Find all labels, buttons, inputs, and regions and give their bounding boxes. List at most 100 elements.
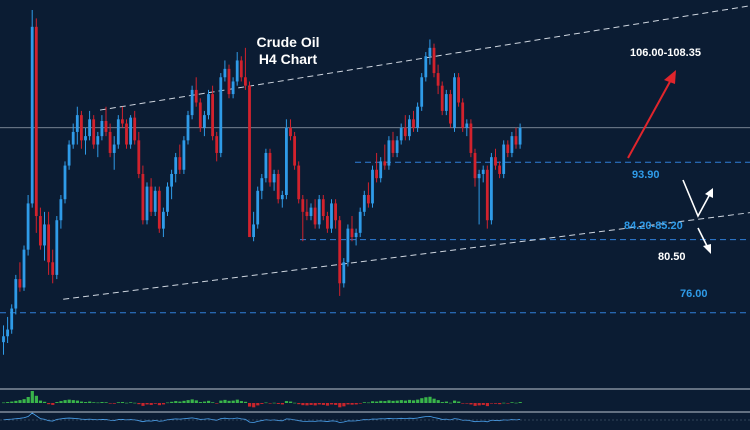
candle-body bbox=[444, 94, 448, 111]
osc-histogram-bar bbox=[75, 400, 79, 403]
osc-histogram-bar bbox=[461, 403, 465, 404]
osc-histogram-bar bbox=[63, 400, 67, 403]
candle-body bbox=[432, 47, 436, 74]
osc-histogram-bar bbox=[264, 402, 268, 404]
candle-body bbox=[96, 136, 100, 145]
osc-histogram-bar bbox=[22, 399, 26, 403]
chart-title-line2: H4 Chart bbox=[259, 51, 318, 67]
osc-histogram-bar bbox=[186, 400, 190, 403]
trend-channel bbox=[63, 5, 750, 300]
osc-histogram-bar bbox=[375, 401, 379, 403]
osc-histogram-bar bbox=[485, 403, 489, 407]
candle-body bbox=[498, 165, 501, 174]
osc-histogram-bar bbox=[448, 402, 453, 404]
candle-body bbox=[116, 119, 120, 145]
osc-histogram-bar bbox=[481, 403, 485, 405]
osc-histogram-bar bbox=[289, 401, 293, 403]
level-labels: 106.00-108.35 93.90 84.20-85.20 80.50 76.00 bbox=[624, 47, 708, 300]
candle-body bbox=[280, 195, 284, 200]
osc-histogram-bar bbox=[120, 402, 125, 403]
candle-body bbox=[55, 220, 59, 275]
candle-body bbox=[403, 127, 407, 137]
candle-body bbox=[449, 94, 452, 124]
osc-histogram-bar bbox=[313, 403, 317, 406]
candlestick-series bbox=[2, 10, 522, 355]
osc-histogram-bar bbox=[55, 402, 59, 403]
candle-body bbox=[252, 224, 255, 238]
osc-histogram-bar bbox=[494, 403, 498, 404]
osc-histogram-bar bbox=[444, 401, 448, 403]
osc-histogram-bar bbox=[366, 402, 371, 404]
level-label-2: 84.20-85.20 bbox=[624, 220, 683, 232]
osc-histogram-bar bbox=[432, 398, 436, 403]
candle-body bbox=[174, 157, 178, 174]
osc-histogram-bar bbox=[84, 402, 88, 403]
osc-histogram-bar bbox=[424, 397, 428, 403]
candle-body bbox=[424, 56, 428, 78]
candle-body bbox=[490, 157, 493, 221]
candle-body bbox=[272, 173, 276, 183]
candle-body bbox=[371, 169, 374, 204]
osc-histogram-bar bbox=[350, 403, 354, 405]
osc-histogram-bar bbox=[198, 402, 202, 403]
osc-histogram-bar bbox=[440, 402, 444, 403]
candle-body bbox=[18, 279, 22, 288]
candle-body bbox=[391, 140, 395, 153]
osc-histogram-bar bbox=[14, 400, 18, 403]
candle-body bbox=[43, 224, 46, 246]
osc-histogram-bar bbox=[371, 401, 375, 403]
osc-histogram-bar bbox=[2, 402, 6, 404]
candle-body bbox=[477, 173, 481, 179]
candle-body bbox=[453, 77, 456, 128]
osc-histogram-bar bbox=[354, 403, 358, 405]
candle-body bbox=[170, 173, 173, 187]
osc-histogram-bar bbox=[227, 400, 231, 403]
candle-body bbox=[268, 152, 272, 183]
candle-body bbox=[63, 165, 67, 200]
osc-histogram-bar bbox=[133, 402, 137, 404]
candle-body bbox=[121, 119, 124, 124]
osc-histogram-bar bbox=[301, 403, 305, 406]
osc-histogram-bar bbox=[305, 403, 309, 406]
candle-body bbox=[248, 85, 251, 238]
candle-body bbox=[92, 119, 96, 145]
candle-body bbox=[239, 60, 243, 78]
osc-histogram-bar bbox=[518, 402, 522, 403]
osc-histogram-bar bbox=[248, 403, 252, 407]
osc-histogram-bar bbox=[416, 399, 420, 403]
osc-histogram-bar bbox=[59, 401, 63, 403]
candle-body bbox=[207, 94, 210, 116]
osc-histogram-bar bbox=[272, 402, 276, 404]
candle-body bbox=[346, 228, 350, 263]
osc-histogram-bar bbox=[96, 402, 100, 404]
support-resistance-levels bbox=[0, 127, 750, 314]
oscillator-panel bbox=[0, 388, 750, 423]
candle-body bbox=[510, 136, 514, 153]
osc-histogram-bar bbox=[34, 395, 38, 403]
osc-histogram-bar bbox=[317, 403, 321, 405]
osc-histogram-bar bbox=[412, 400, 416, 403]
candle-body bbox=[379, 161, 383, 179]
osc-histogram-bar bbox=[334, 403, 338, 405]
osc-histogram-bar bbox=[268, 403, 272, 404]
osc-histogram-bar bbox=[215, 403, 219, 404]
osc-histogram-bar bbox=[43, 401, 47, 403]
candle-body bbox=[137, 140, 141, 174]
osc-histogram-bar bbox=[453, 400, 457, 403]
osc-histogram-bar bbox=[211, 402, 215, 403]
osc-histogram-bar bbox=[92, 402, 96, 403]
candle-body bbox=[51, 262, 55, 275]
chart-title-line1: Crude Oil bbox=[256, 34, 319, 50]
candle-body bbox=[149, 186, 153, 212]
osc-histogram-bar bbox=[473, 403, 477, 406]
osc-histogram-bar bbox=[207, 400, 211, 403]
candle-body bbox=[321, 199, 325, 217]
candle-body bbox=[350, 228, 354, 238]
candle-body bbox=[506, 144, 510, 153]
candle-body bbox=[334, 203, 337, 221]
level-label-0: 106.00-108.35 bbox=[630, 47, 701, 59]
candle-body bbox=[309, 207, 313, 217]
candle-body bbox=[428, 47, 432, 57]
candle-body bbox=[256, 190, 260, 225]
